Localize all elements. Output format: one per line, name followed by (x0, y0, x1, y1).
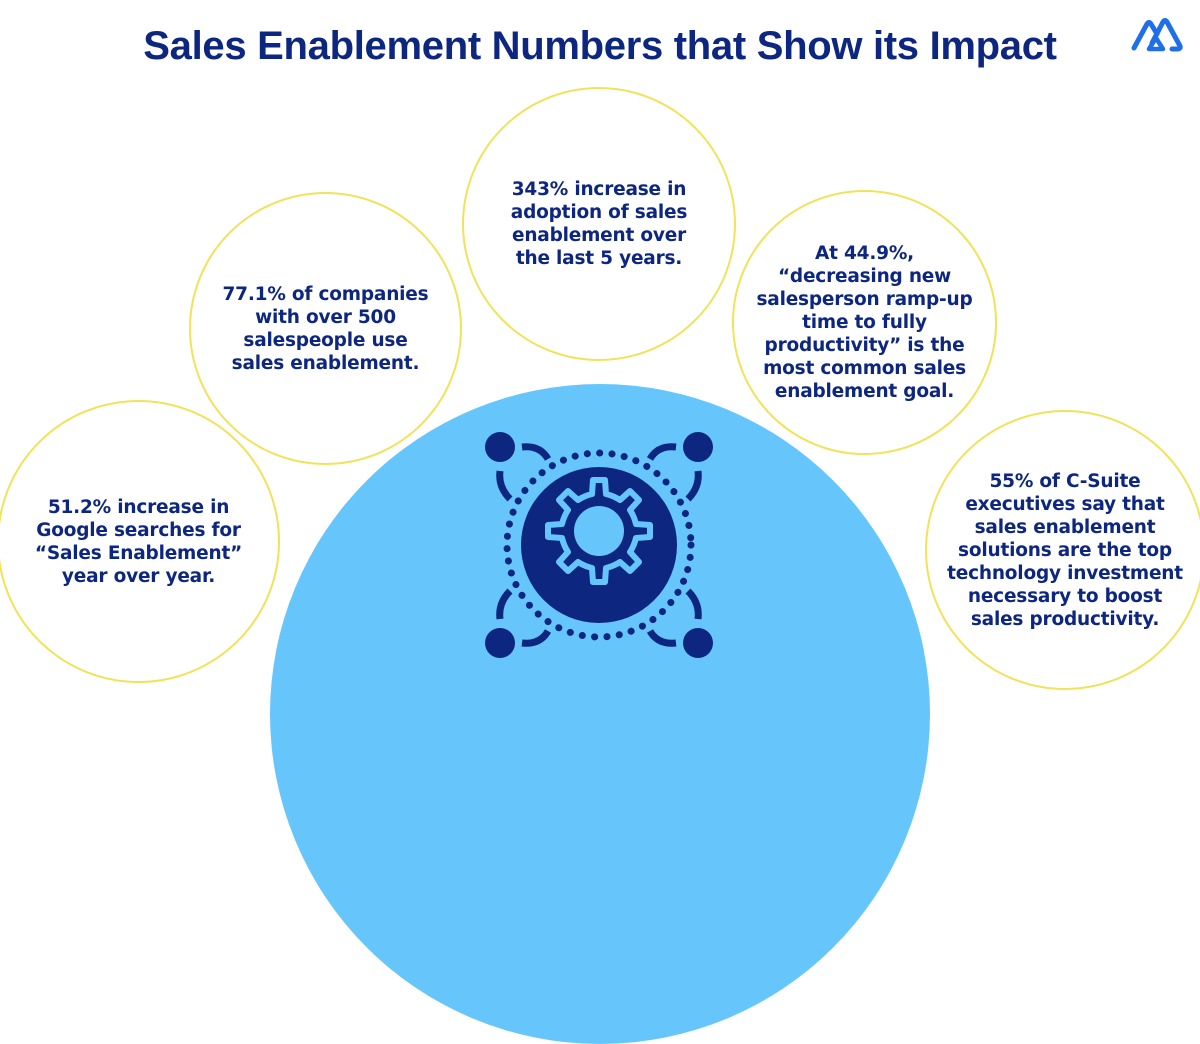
mountain-logo-icon (1131, 18, 1183, 52)
stat-circle-c-suite: 55% of C-Suite executives say that sales… (925, 410, 1200, 690)
stat-text: 343% increase in adoption of sales enabl… (510, 179, 688, 269)
stat-text: 77.1% of companies with over 500 salespe… (222, 283, 429, 374)
stat-text: 51.2% increase in Google searches for “S… (34, 496, 243, 587)
page-title: Sales Enablement Numbers that Show its I… (143, 24, 1057, 68)
stat-circle-google-searches: 51.2% increase in Google searches for “S… (0, 400, 280, 683)
stat-text: At 44.9%, “decreasing new salesperson ra… (756, 243, 973, 402)
stat-text: 55% of C-Suite executives say that sales… (947, 470, 1183, 630)
stat-circle-adoption: 343% increase in adoption of sales enabl… (462, 87, 736, 361)
stat-circle-ramp-up: At 44.9%, “decreasing new salesperson ra… (732, 190, 997, 455)
gear-network-icon (485, 432, 713, 658)
stat-circle-companies: 77.1% of companies with over 500 salespe… (189, 192, 462, 465)
